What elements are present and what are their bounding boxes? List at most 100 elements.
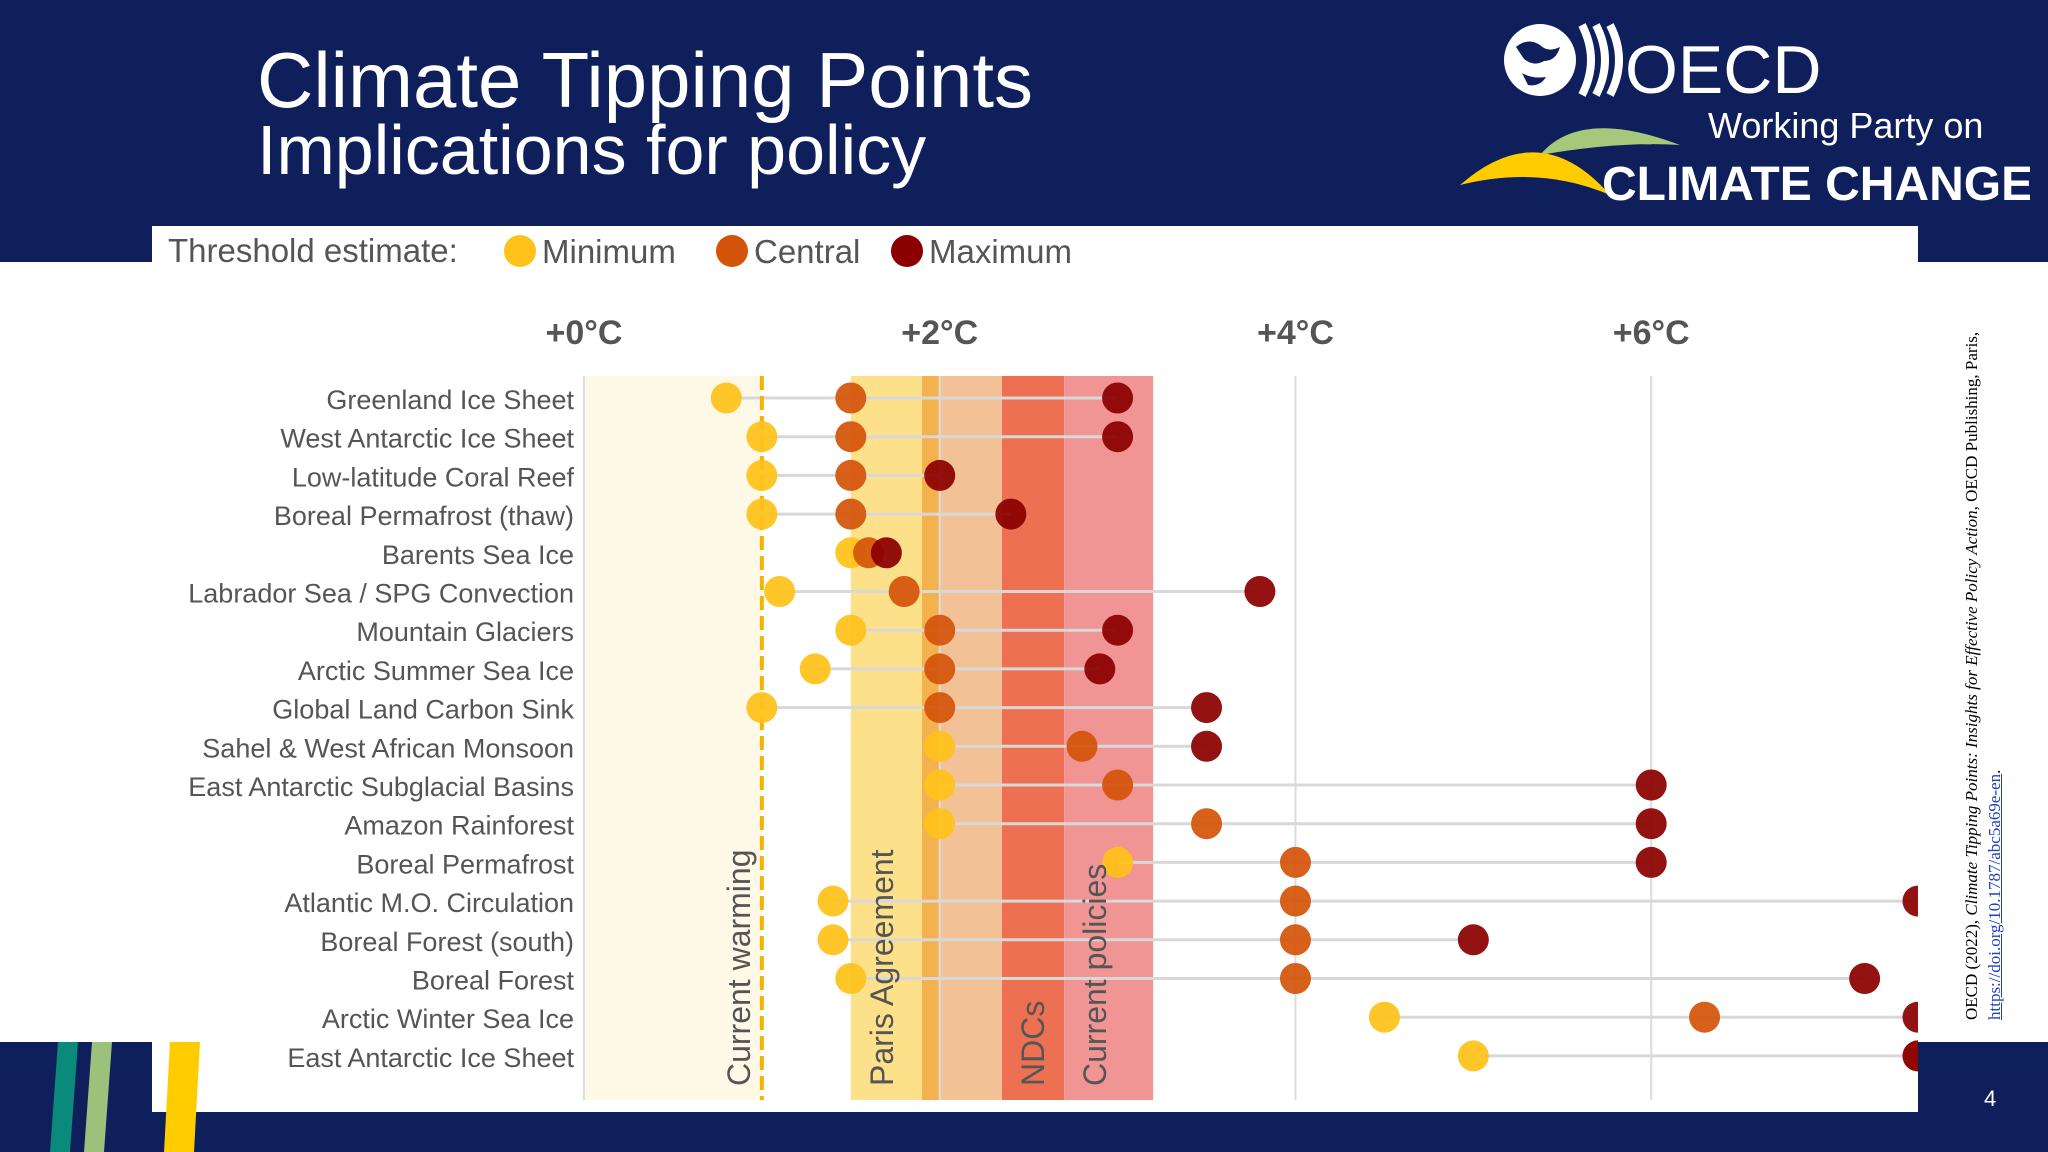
legend-title: Threshold estimate: bbox=[168, 232, 458, 269]
category-label: East Antarctic Ice Sheet bbox=[287, 1043, 574, 1073]
maximum-point bbox=[1244, 576, 1276, 607]
minimum-point bbox=[835, 963, 867, 994]
category-label: Boreal Permafrost bbox=[356, 849, 574, 879]
category-label: Amazon Rainforest bbox=[344, 811, 574, 841]
category-label: Atlantic M.O. Circulation bbox=[284, 888, 574, 918]
yellow-leaf-icon bbox=[1460, 152, 1610, 195]
category-label: West Antarctic Ice Sheet bbox=[280, 424, 574, 454]
central-point bbox=[835, 421, 867, 453]
scenario-band bbox=[1001, 376, 1065, 1100]
category-label: East Antarctic Subglacial Basins bbox=[188, 772, 574, 802]
minimum-point bbox=[746, 498, 778, 530]
central-point bbox=[1279, 846, 1311, 878]
minimum-point bbox=[924, 769, 956, 801]
minimum-point bbox=[799, 653, 831, 685]
maximum-point bbox=[1191, 730, 1223, 762]
band-label: Current policies bbox=[1077, 864, 1113, 1086]
legend-marker bbox=[716, 235, 748, 267]
maximum-point bbox=[1191, 692, 1223, 724]
maximum-point bbox=[870, 537, 902, 569]
central-point bbox=[1279, 885, 1311, 917]
maximum-point bbox=[1902, 1001, 1918, 1033]
minimum-point bbox=[746, 459, 778, 491]
minimum-point bbox=[764, 576, 796, 607]
category-label: Boreal Permafrost (thaw) bbox=[274, 501, 574, 531]
category-label: Labrador Sea / SPG Convection bbox=[188, 579, 574, 609]
tipping-points-chart: +0°C +2°C +4°C +6°C Threshold estimate: Minim… bbox=[168, 232, 1918, 1100]
central-point bbox=[924, 653, 956, 685]
central-point bbox=[835, 459, 867, 491]
chart-panel: +0°C +2°C +4°C +6°C Threshold estimate: Minim… bbox=[152, 226, 1918, 1112]
legend-label: Maximum bbox=[929, 233, 1072, 270]
oecd-wordmark: OECD bbox=[1625, 32, 1821, 108]
minimum-point bbox=[817, 924, 849, 956]
category-label: Mountain Glaciers bbox=[356, 617, 574, 647]
minimum-point bbox=[746, 421, 778, 453]
scenario-band bbox=[584, 376, 762, 1100]
maximum-point bbox=[1635, 846, 1667, 878]
central-point bbox=[888, 576, 920, 607]
legend-marker bbox=[891, 235, 923, 267]
category-label: Arctic Summer Sea Ice bbox=[298, 656, 574, 686]
central-point bbox=[1689, 1001, 1721, 1033]
source-citation: OECD (2022), Climate Tipping Points: Ins… bbox=[1962, 331, 2004, 1020]
category-label: Arctic Winter Sea Ice bbox=[322, 1004, 574, 1034]
central-point bbox=[1066, 730, 1098, 762]
central-point bbox=[835, 498, 867, 530]
minimum-point bbox=[835, 614, 867, 646]
maximum-point bbox=[995, 498, 1027, 530]
legend-label: Central bbox=[754, 233, 860, 270]
page-number: 4 bbox=[1984, 1086, 1997, 1111]
x-tick-label: +4°C bbox=[1257, 314, 1334, 352]
slide-title: Climate Tipping Points bbox=[257, 36, 1034, 124]
central-point bbox=[1191, 808, 1223, 840]
green-leaf-icon bbox=[1540, 128, 1680, 155]
header-band bbox=[0, 0, 2048, 262]
minimum-point bbox=[1457, 1040, 1489, 1072]
x-tick-label: +6°C bbox=[1613, 314, 1690, 352]
category-label: Boreal Forest (south) bbox=[320, 927, 574, 957]
maximum-point bbox=[1102, 614, 1134, 646]
maximum-point bbox=[1084, 653, 1116, 685]
oecd-climate-logo: OECD Working Party on CLIMATE CHANGE bbox=[1460, 23, 2030, 211]
logo-line2: CLIMATE CHANGE bbox=[1602, 158, 2030, 211]
category-label: Boreal Forest bbox=[412, 966, 575, 996]
doi-link[interactable]: https://doi.org/10.1787/abc5a69e-en bbox=[1985, 773, 2004, 1020]
maximum-point bbox=[1635, 769, 1667, 801]
minimum-point bbox=[710, 382, 742, 414]
central-point bbox=[924, 692, 956, 724]
x-tick-label: +0°C bbox=[546, 314, 623, 352]
current-warming-label: Current warming bbox=[721, 849, 757, 1086]
minimum-point bbox=[1102, 846, 1134, 878]
category-label: Greenland Ice Sheet bbox=[326, 385, 574, 415]
maximum-point bbox=[1902, 885, 1918, 917]
central-point bbox=[924, 614, 956, 646]
category-label: Low-latitude Coral Reef bbox=[292, 462, 575, 492]
decorative-stripes bbox=[50, 1042, 200, 1152]
legend-marker bbox=[504, 235, 536, 267]
maximum-point bbox=[1635, 808, 1667, 840]
minimum-point bbox=[924, 730, 956, 762]
x-tick-label: +2°C bbox=[901, 314, 978, 352]
category-label: Barents Sea Ice bbox=[382, 540, 574, 570]
central-point bbox=[1102, 769, 1134, 801]
minimum-point bbox=[746, 692, 778, 724]
maximum-point bbox=[1102, 382, 1134, 414]
slide-subtitle: Implications for policy bbox=[257, 111, 927, 189]
maximum-point bbox=[1102, 421, 1134, 453]
logo-line1: Working Party on bbox=[1708, 105, 1983, 146]
maximum-point bbox=[1902, 1040, 1918, 1072]
category-label: Global Land Carbon Sink bbox=[272, 695, 574, 725]
minimum-point bbox=[1368, 1001, 1400, 1033]
central-point bbox=[1279, 963, 1311, 994]
central-point bbox=[835, 382, 867, 414]
maximum-point bbox=[1849, 963, 1881, 994]
category-label: Sahel & West African Monsoon bbox=[202, 733, 574, 763]
band-label: NDCs bbox=[1015, 1001, 1051, 1086]
legend-label: Minimum bbox=[542, 233, 676, 270]
band-label: Paris Agreement bbox=[864, 849, 900, 1086]
maximum-point bbox=[1457, 924, 1489, 956]
central-point bbox=[1279, 924, 1311, 956]
minimum-point bbox=[817, 885, 849, 917]
minimum-point bbox=[924, 808, 956, 840]
